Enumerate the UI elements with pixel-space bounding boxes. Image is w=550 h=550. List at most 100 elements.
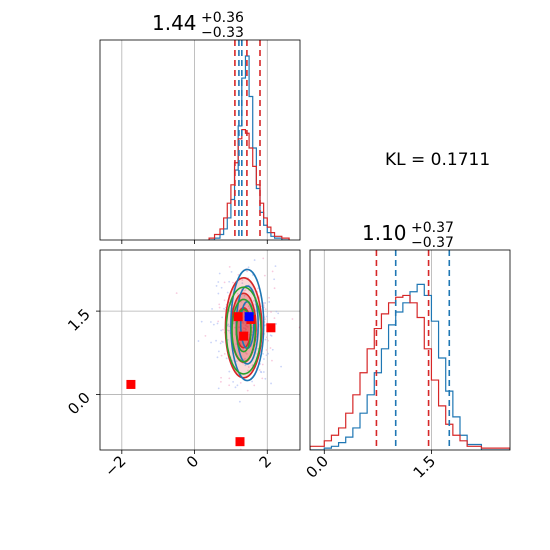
joint-x-tick-label: 2 (256, 452, 275, 471)
joint-sample-point (266, 315, 268, 318)
joint-sample-point (256, 287, 259, 290)
hist-param0-plot-area (121, 40, 290, 240)
joint-sample-point (241, 279, 244, 281)
joint-sample-point (277, 312, 280, 315)
joint-sample-point (228, 384, 231, 387)
joint-sample-point (226, 291, 229, 294)
joint-sample-point (271, 348, 274, 351)
joint-sample-point (271, 270, 274, 273)
joint-sample-point (197, 340, 200, 342)
kl-annotation: KL = 0.1711 (385, 150, 490, 170)
joint-marker-blue (244, 312, 254, 322)
joint-sample-point (236, 384, 239, 387)
joint-sample-point (273, 278, 276, 281)
joint-sample-point (271, 359, 273, 362)
joint-sample-point (273, 317, 276, 320)
joint-sample-point (219, 380, 222, 383)
joint-sample-point (273, 287, 276, 290)
joint-sample-point (232, 380, 235, 383)
joint-sample-point (238, 326, 240, 329)
joint-sample-point (268, 296, 270, 299)
joint-sample-point (246, 326, 249, 328)
joint-sample-point (259, 370, 262, 373)
joint-sample-point (262, 257, 265, 260)
joint-y-tick-label: 1.5 (64, 305, 94, 335)
joint-sample-point (215, 339, 217, 342)
joint-contour-green (225, 286, 262, 375)
joint-sample-point (242, 327, 245, 329)
joint-sample-point (270, 311, 272, 313)
joint-sample-point (264, 302, 267, 304)
joint-sample-point (250, 310, 253, 313)
joint-sample-point (217, 387, 220, 390)
joint-sample-point (267, 339, 269, 342)
joint-sample-point (235, 343, 238, 345)
joint-marker-red (233, 312, 243, 322)
joint-sample-point (223, 299, 226, 302)
joint-sample-point (200, 320, 203, 323)
joint-sample-point (243, 289, 245, 292)
joint-sample-point (264, 377, 267, 380)
joint-sample-point (244, 289, 247, 292)
joint-sample-point (280, 365, 282, 368)
joint-sample-point (265, 349, 268, 351)
joint-sample-point (217, 320, 220, 323)
joint-sample-point (216, 322, 219, 325)
joint-sample-point (251, 274, 254, 276)
joint-sample-point (247, 366, 250, 368)
joint-sample-point (225, 357, 228, 360)
joint-sample-point (262, 302, 265, 304)
joint-sample-point (291, 318, 294, 320)
joint-sample-point (244, 324, 247, 327)
joint-sample-point (218, 272, 221, 275)
joint-sample-point (215, 285, 218, 287)
joint-contour-green (231, 298, 257, 363)
param0-title-value: 1.44 (152, 11, 197, 35)
joint-sample-point (232, 281, 234, 284)
joint-plot-area (100, 250, 300, 450)
joint-y-tick-label: 0.0 (64, 389, 94, 419)
joint-sample-point (275, 310, 278, 313)
joint-sample-point (222, 328, 224, 331)
joint-sample-point (261, 377, 264, 380)
param1-title-plus: +0.37 (411, 220, 454, 236)
joint-sample-point (263, 358, 265, 360)
joint-sample-point (244, 357, 246, 360)
joint-sample-point (245, 352, 248, 355)
joint-sample-point (262, 371, 265, 373)
joint-sample-point (217, 350, 220, 353)
joint-sample-point (263, 306, 266, 309)
joint-sample-point (232, 322, 235, 325)
joint-sample-point (247, 305, 250, 308)
joint-sample-point (175, 292, 178, 294)
joint-sample-point (246, 270, 248, 273)
joint-sample-point (262, 352, 264, 355)
joint-sample-point (228, 329, 230, 332)
joint-sample-point (217, 281, 220, 283)
joint-sample-point (220, 376, 222, 379)
hist-panel-param1: 0.0 1.5 (303, 249, 511, 482)
hist-param1-blue-series (310, 283, 510, 450)
joint-sample-point (218, 303, 221, 306)
joint-sample-point (238, 400, 241, 403)
hist-param1-plot-area (310, 250, 510, 450)
joint-sample-point (258, 369, 261, 371)
joint-sample-point (223, 352, 226, 355)
joint-sample-point (253, 259, 256, 261)
joint-marker-red (235, 437, 245, 447)
joint-sample-point (212, 323, 215, 326)
joint-sample-point (243, 294, 246, 297)
param1-title-value: 1.10 (362, 221, 407, 245)
joint-sample-point (230, 270, 233, 273)
joint-sample-point (211, 307, 213, 310)
param0-title-plus: +0.36 (201, 10, 244, 26)
joint-sample-point (245, 328, 247, 331)
joint-sample-point (218, 306, 221, 309)
joint-sample-point (204, 334, 207, 337)
joint-sample-point (228, 370, 231, 373)
joint-sample-point (253, 384, 256, 387)
joint-sample-point (242, 321, 245, 324)
joint-sample-point (274, 265, 277, 268)
joint-contour-blue (230, 268, 265, 382)
joint-sample-point (228, 265, 231, 268)
